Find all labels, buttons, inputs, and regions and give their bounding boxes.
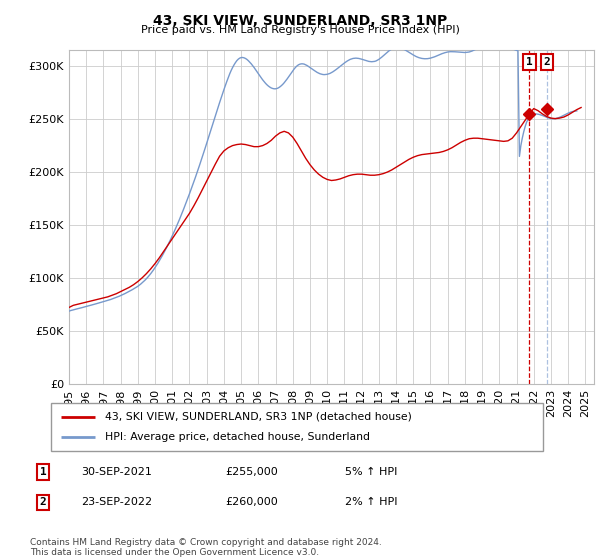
Text: 5% ↑ HPI: 5% ↑ HPI [345,467,397,477]
FancyBboxPatch shape [51,403,543,451]
Text: 1: 1 [526,57,533,67]
Text: 30-SEP-2021: 30-SEP-2021 [81,467,152,477]
Text: £260,000: £260,000 [225,497,278,507]
Text: Contains HM Land Registry data © Crown copyright and database right 2024.
This d: Contains HM Land Registry data © Crown c… [30,538,382,557]
Text: HPI: Average price, detached house, Sunderland: HPI: Average price, detached house, Sund… [105,432,370,442]
Text: 43, SKI VIEW, SUNDERLAND, SR3 1NP (detached house): 43, SKI VIEW, SUNDERLAND, SR3 1NP (detac… [105,412,412,422]
Text: £255,000: £255,000 [225,467,278,477]
Text: 43, SKI VIEW, SUNDERLAND, SR3 1NP: 43, SKI VIEW, SUNDERLAND, SR3 1NP [153,14,447,28]
Text: 2: 2 [543,57,550,67]
Text: Price paid vs. HM Land Registry's House Price Index (HPI): Price paid vs. HM Land Registry's House … [140,25,460,35]
Text: 1: 1 [40,467,47,477]
Text: 2% ↑ HPI: 2% ↑ HPI [345,497,398,507]
Text: 23-SEP-2022: 23-SEP-2022 [81,497,152,507]
Text: 2: 2 [40,497,47,507]
